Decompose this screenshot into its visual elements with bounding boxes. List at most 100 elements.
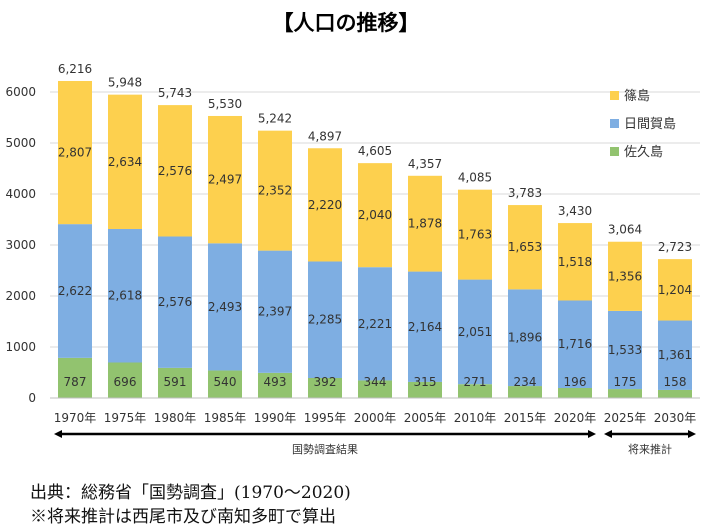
segment-value-label: 196: [564, 375, 587, 389]
bar-segment: [358, 163, 392, 268]
segment-value-label: 540: [214, 375, 237, 389]
legend-swatch: [610, 91, 619, 100]
segment-value-label: 234: [514, 375, 537, 389]
segment-value-label: 344: [364, 375, 387, 389]
x-tick-label: 2010年: [454, 411, 497, 425]
bar-segment: [558, 300, 592, 389]
y-tick-label: 4000: [5, 187, 36, 201]
bar-segment: [558, 388, 592, 398]
segment-value-label: 2,221: [358, 317, 392, 331]
y-tick-label: 1000: [5, 340, 36, 354]
segment-value-label: 2,040: [358, 208, 392, 222]
segment-value-label: 2,576: [158, 164, 192, 178]
bar-segment: [158, 105, 192, 237]
y-tick-label: 3000: [5, 238, 36, 252]
segment-value-label: 2,634: [108, 155, 142, 169]
total-value-label: 5,743: [158, 86, 192, 100]
segment-value-label: 1,896: [508, 331, 542, 345]
source-line-1: 出典：総務省「国勢調査」(1970～2020): [30, 483, 351, 503]
segment-value-label: 787: [64, 375, 87, 389]
annotations: 国勢調査結果 将来推計: [54, 430, 696, 456]
segment-value-label: 1,716: [558, 337, 592, 351]
segment-value-label: 158: [664, 375, 687, 389]
segment-value-label: 2,285: [308, 313, 342, 327]
source-line-2: ※将来推計は西尾市及び南知多町で算出: [30, 507, 336, 527]
bar-segment: [108, 228, 142, 363]
x-tick-label: 2015年: [504, 411, 547, 425]
bar-segment: [458, 384, 492, 398]
segment-value-label: 2,576: [158, 295, 192, 309]
bar-segment: [58, 80, 92, 225]
bar-segment: [508, 386, 542, 398]
total-value-label: 3,430: [558, 204, 592, 218]
segment-value-label: 2,051: [458, 325, 492, 339]
bar-segment: [158, 236, 192, 368]
period-label: 将来推計: [628, 442, 672, 456]
segment-value-label: 2,618: [108, 289, 142, 303]
legend-label: 篠島: [624, 89, 650, 104]
total-value-label: 4,897: [308, 129, 342, 143]
bar-segment: [408, 175, 442, 272]
bar-segment: [208, 370, 242, 398]
bar-segment: [258, 130, 292, 251]
bar-segment: [408, 381, 442, 398]
chart-title: 【人口の推移】: [273, 11, 420, 35]
legend-swatch: [610, 119, 619, 128]
bar-segment: [108, 362, 142, 398]
segment-value-label: 271: [464, 375, 487, 389]
bar-segment: [58, 224, 92, 358]
x-tick-label: 1995年: [304, 411, 347, 425]
bar-segment: [608, 310, 642, 390]
total-value-label: 5,948: [108, 76, 142, 90]
period-label: 国勢調査結果: [292, 442, 358, 456]
bar-segment: [258, 250, 292, 373]
data-labels: 787 2,622 2,807 6,216 696 2,618 2,634 5,948 591 2…: [58, 62, 692, 389]
total-value-label: 5,242: [258, 112, 292, 126]
segment-value-label: 2,622: [58, 284, 92, 298]
y-tick-label: 2000: [5, 289, 36, 303]
total-value-label: 4,605: [358, 144, 392, 158]
bar-segment: [358, 267, 392, 381]
bar-segment: [208, 243, 242, 371]
segment-value-label: 1,204: [658, 283, 692, 297]
bar-segment: [458, 189, 492, 280]
bar-segment: [558, 223, 592, 301]
bar-segment: [608, 241, 642, 311]
legend-label: 佐久島: [624, 145, 663, 160]
total-value-label: 6,216: [58, 62, 92, 76]
y-tick-label: 6000: [5, 85, 36, 99]
segment-value-label: 1,518: [558, 255, 592, 269]
segment-value-label: 2,807: [58, 146, 92, 160]
segment-value-label: 315: [414, 375, 437, 389]
bar-segment: [58, 357, 92, 398]
bar-segment: [258, 372, 292, 398]
bar-segment: [158, 367, 192, 398]
x-tick-label: 1980年: [154, 411, 197, 425]
segment-value-label: 696: [114, 375, 137, 389]
x-tick-label: 1975年: [104, 411, 147, 425]
segment-value-label: 2,497: [208, 173, 242, 187]
bar-segment: [508, 289, 542, 387]
segment-value-label: 175: [614, 375, 637, 389]
segment-value-label: 1,763: [458, 228, 492, 242]
bar-segment: [108, 94, 142, 229]
bar-segment: [308, 148, 342, 262]
x-tick-label: 2005年: [404, 411, 447, 425]
bar-segment: [358, 380, 392, 398]
x-tick-label: 2030年: [654, 411, 697, 425]
legend-label: 日間賀島: [624, 117, 676, 132]
total-value-label: 4,085: [458, 171, 492, 185]
total-value-label: 3,783: [508, 186, 542, 200]
bar-segment: [658, 259, 692, 321]
x-tick-label: 1970年: [54, 411, 97, 425]
x-tick-label: 1985年: [204, 411, 247, 425]
stacked-bar-chart: 【人口の推移】 787 2,622 2,807 6,216 696 2,618 2,634 5…: [5, 11, 700, 456]
segment-value-label: 1,361: [658, 348, 692, 362]
segment-value-label: 591: [164, 375, 187, 389]
segment-value-label: 2,493: [208, 300, 242, 314]
bar-segment: [458, 279, 492, 385]
x-tick-label: 2025年: [604, 411, 647, 425]
segment-value-label: 1,533: [608, 343, 642, 357]
